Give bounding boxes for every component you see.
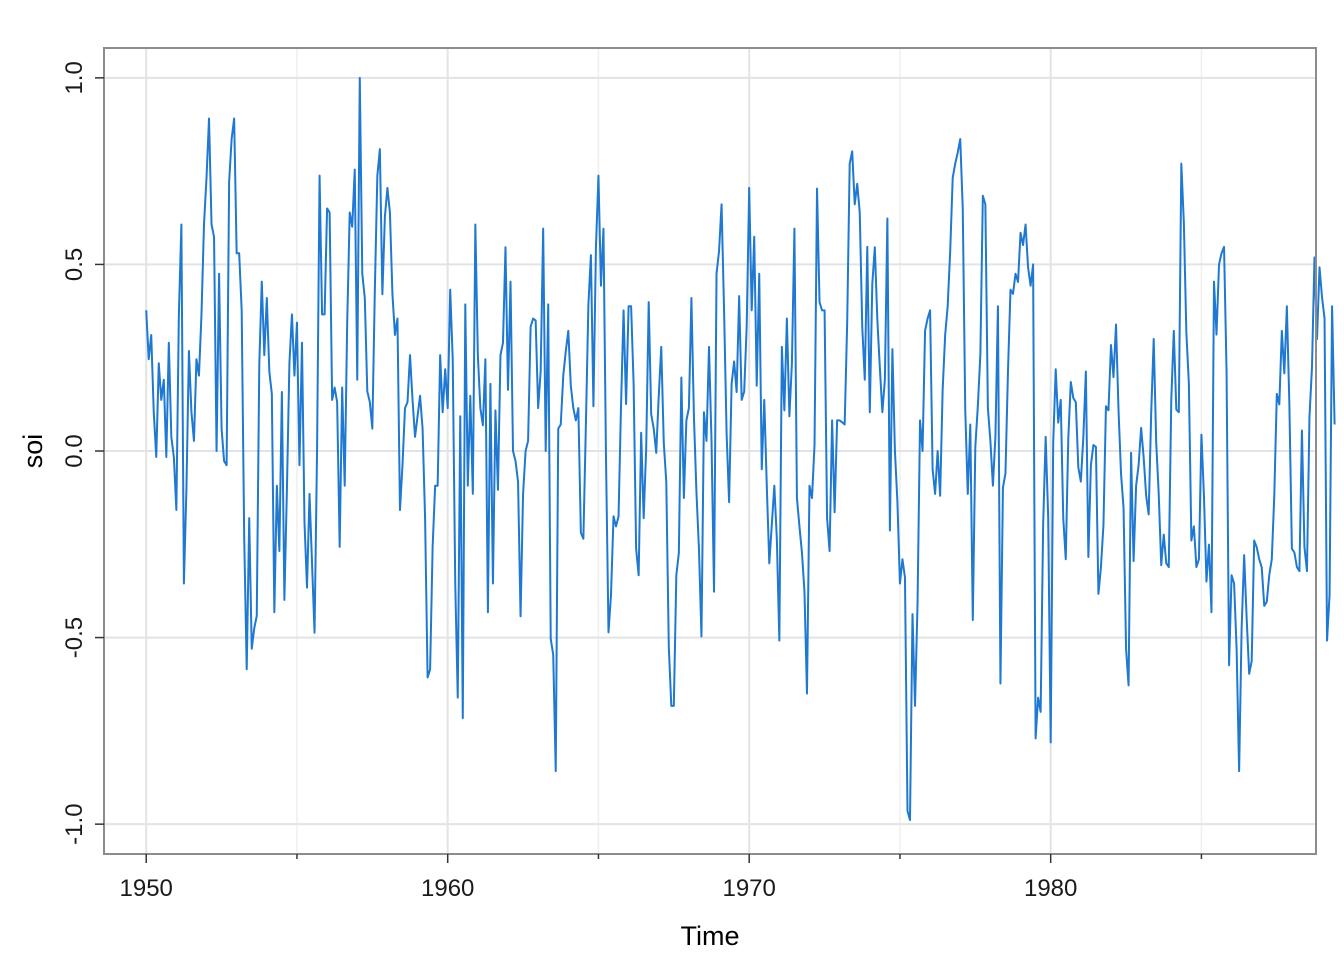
y-tick-label: 0.5 <box>61 248 88 281</box>
x-tick-label: 1980 <box>1024 875 1077 902</box>
grid-layer <box>104 48 1316 854</box>
x-tick-label: 1950 <box>120 875 173 902</box>
y-axis-title: soi <box>18 434 48 469</box>
y-tick-label: -0.5 <box>61 617 88 658</box>
soi-series-line <box>145 76 1336 822</box>
x-tick-label: 1960 <box>421 875 474 902</box>
x-tick-label: 1970 <box>722 875 775 902</box>
y-tick-label: -1.0 <box>61 803 88 844</box>
x-axis-title: Time <box>681 921 740 951</box>
axis-layer: 1950 1960 1970 1980 -1.0 -0.5 0.0 0.5 1.0 <box>61 61 1203 902</box>
y-tick-label: 0.0 <box>61 434 88 467</box>
y-tick-label: 1.0 <box>61 61 88 94</box>
series-layer <box>145 76 1336 822</box>
